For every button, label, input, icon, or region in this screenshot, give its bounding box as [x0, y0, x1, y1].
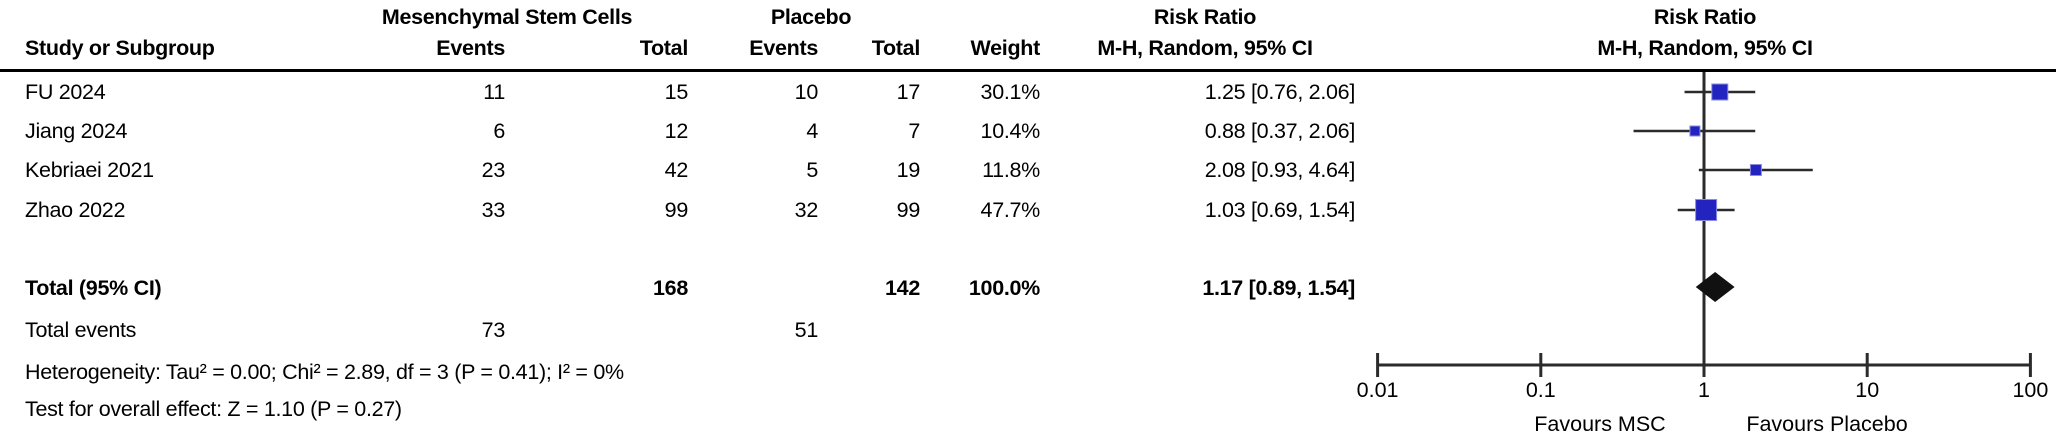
msc-total: 12: [664, 119, 689, 143]
study-column-header: Study or Subgroup: [25, 36, 215, 60]
placebo-total-events: 51: [794, 318, 819, 342]
placebo-grand-total: 142: [885, 276, 920, 300]
total2-column-header: Total: [871, 36, 921, 60]
group2-header: Placebo: [770, 5, 852, 29]
weight-value: 47.7%: [980, 198, 1041, 222]
axis-tick-label: 100: [2012, 378, 2048, 402]
total1-column-header: Total: [639, 36, 689, 60]
overall-effect-test: Test for overall effect: Z = 1.10 (P = 0…: [25, 397, 402, 421]
total-events-label: Total events: [25, 318, 137, 342]
study-name: Kebriaei 2021: [25, 158, 154, 182]
total-label: Total (95% CI): [25, 276, 162, 300]
study-point-estimate-marker: [1689, 125, 1701, 137]
weight-column-header: Weight: [970, 36, 1041, 60]
msc-total-events: 73: [481, 318, 506, 342]
msc-total: 15: [664, 80, 689, 104]
msc-events: 11: [483, 80, 505, 104]
study-name: Zhao 2022: [25, 198, 126, 222]
axis-tick-label: 10: [1855, 378, 1879, 402]
msc-grand-total: 168: [653, 276, 688, 300]
favours-right-label: Favours Placebo: [1746, 412, 1907, 436]
events1-column-header: Events: [436, 36, 505, 60]
heterogeneity-stats: Heterogeneity: Tau² = 0.00; Chi² = 2.89,…: [25, 360, 624, 384]
msc-events: 6: [493, 119, 505, 143]
events2-column-header: Events: [749, 36, 818, 60]
plot-method-header: M-H, Random, 95% CI: [1597, 36, 1813, 60]
group1-header: Mesenchymal Stem Cells: [381, 5, 633, 29]
placebo-total: 17: [896, 80, 921, 104]
placebo-events: 4: [806, 119, 818, 143]
study-point-estimate-marker: [1749, 164, 1762, 176]
msc-total: 99: [664, 198, 689, 222]
placebo-total: 7: [908, 119, 920, 143]
rr-column-title: Risk Ratio: [1153, 5, 1257, 29]
weight-value: 30.1%: [980, 80, 1041, 104]
msc-events: 33: [481, 198, 506, 222]
axis-tick-label: 1: [1698, 378, 1710, 402]
rr-ci-value: 0.88 [0.37, 2.06]: [1204, 119, 1356, 143]
study-name: Jiang 2024: [25, 119, 128, 143]
plot-column-title: Risk Ratio: [1653, 5, 1757, 29]
study-point-estimate-marker: [1711, 83, 1729, 101]
weight-value: 10.4%: [980, 119, 1041, 143]
study-name: FU 2024: [25, 80, 106, 104]
rr-ci-value: 1.25 [0.76, 2.06]: [1204, 80, 1356, 104]
placebo-total: 99: [896, 198, 921, 222]
placebo-events: 32: [794, 198, 819, 222]
msc-events: 23: [481, 158, 506, 182]
study-point-estimate-marker: [1695, 199, 1718, 221]
total-effect-diamond: [1695, 272, 1735, 302]
placebo-events: 10: [794, 80, 819, 104]
total-rr-ci: 1.17 [0.89, 1.54]: [1202, 276, 1355, 300]
msc-total: 42: [664, 158, 689, 182]
placebo-events: 5: [806, 158, 818, 182]
header-divider-line: [0, 69, 2056, 72]
favours-left-label: Favours MSC: [1534, 412, 1665, 436]
weight-value: 11.8%: [982, 158, 1040, 182]
rr-ci-value: 1.03 [0.69, 1.54]: [1204, 198, 1356, 222]
rr-method-header: M-H, Random, 95% CI: [1097, 36, 1313, 60]
placebo-total: 19: [896, 158, 921, 182]
rr-ci-value: 2.08 [0.93, 4.64]: [1204, 158, 1356, 182]
axis-tick-label: 0.1: [1526, 378, 1556, 402]
total-weight: 100.0%: [968, 276, 1040, 300]
